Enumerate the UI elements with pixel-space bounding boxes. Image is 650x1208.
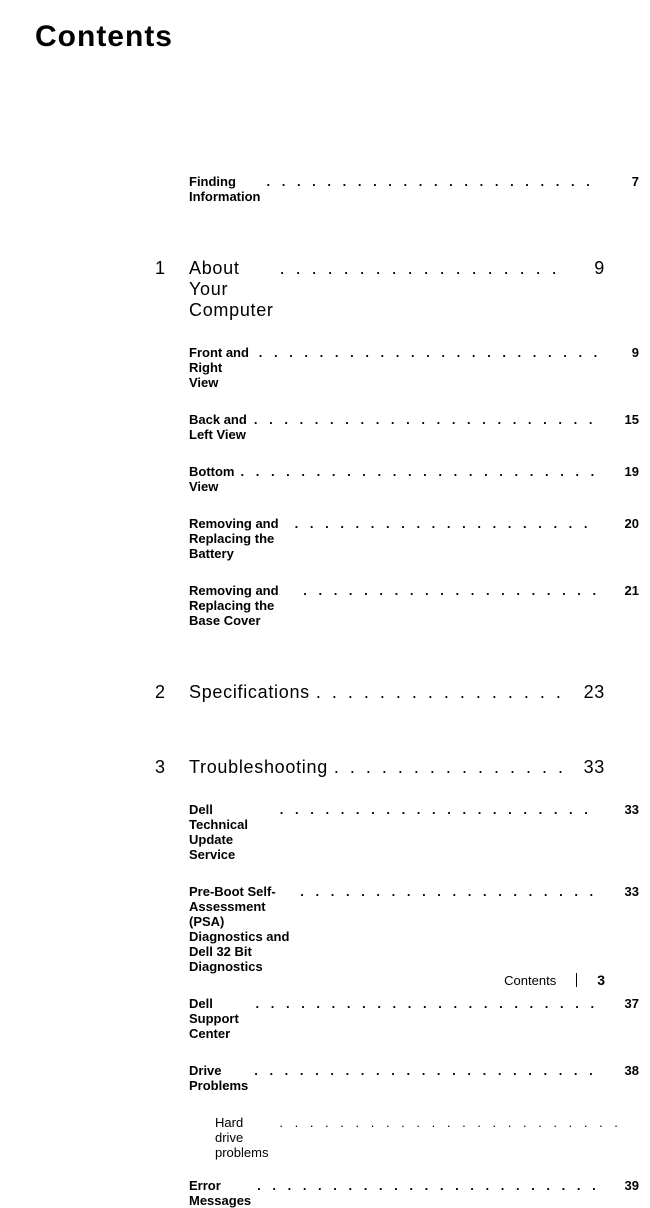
toc-label: Dell Technical Update Service xyxy=(189,802,280,862)
dot-leader xyxy=(257,1178,599,1193)
chapter-number: 3 xyxy=(155,757,189,778)
toc-sub: Error Messages 39 xyxy=(189,1178,639,1208)
intro-block: Finding Information 7 xyxy=(155,174,605,204)
toc-page: 33 xyxy=(599,884,639,899)
toc-label: Bottom View xyxy=(189,464,241,494)
table-of-contents: Finding Information 7 1 About Your Compu… xyxy=(155,174,605,1208)
dot-leader xyxy=(280,802,599,817)
toc-page: 15 xyxy=(599,412,639,427)
toc-page: 21 xyxy=(599,583,639,598)
toc-page: 33 xyxy=(599,802,639,817)
page-title: Contents xyxy=(35,20,605,54)
toc-sub: Drive Problems 38 xyxy=(189,1063,639,1093)
footer-label: Contents xyxy=(504,973,556,988)
toc-chapter-1: 1 About Your Computer 9 xyxy=(155,258,605,321)
toc-label: Dell Support Center xyxy=(189,996,256,1041)
toc-sub: Removing and Replacing the Battery 20 xyxy=(189,516,639,561)
toc-page: 38 xyxy=(625,1115,650,1130)
toc-label: Finding Information xyxy=(189,174,267,204)
toc-entry-intro: Finding Information 7 xyxy=(189,174,639,204)
dot-leader xyxy=(334,757,565,778)
dot-leader xyxy=(280,258,565,279)
toc-page: 37 xyxy=(599,996,639,1011)
dot-leader xyxy=(259,345,599,360)
dot-leader xyxy=(316,682,565,703)
toc-page: 7 xyxy=(599,174,639,189)
toc-sub: Removing and Replacing the Base Cover 21 xyxy=(189,583,639,628)
dot-leader xyxy=(300,884,599,899)
toc-page: 39 xyxy=(599,1178,639,1193)
toc-label: Error Messages xyxy=(189,1178,257,1208)
toc-sub: Dell Technical Update Service 33 xyxy=(189,802,639,862)
dot-leader xyxy=(295,516,599,531)
toc-label: Hard drive problems xyxy=(215,1115,279,1160)
dot-leader xyxy=(241,464,600,479)
dot-leader xyxy=(303,583,599,598)
toc-label: Removing and Replacing the Base Cover xyxy=(189,583,303,628)
chapter-label: About Your Computer xyxy=(189,258,280,321)
toc-chapter-3: 3 Troubleshooting 33 xyxy=(155,757,605,778)
dot-leader xyxy=(256,996,599,1011)
chapter-number: 1 xyxy=(155,258,189,279)
toc-sub: Pre-Boot Self-Assessment (PSA) Diagnosti… xyxy=(189,884,639,974)
page-footer: Contents 3 xyxy=(504,972,605,988)
toc-chapter-2: 2 Specifications 23 xyxy=(155,682,605,703)
chapter-page: 33 xyxy=(565,757,605,778)
toc-label: Pre-Boot Self-Assessment (PSA) Diagnosti… xyxy=(189,884,300,974)
toc-sub: Bottom View 19 xyxy=(189,464,639,494)
chapter-label: Troubleshooting xyxy=(189,757,334,778)
toc-label: Back and Left View xyxy=(189,412,254,442)
toc-sub: Dell Support Center 37 xyxy=(189,996,639,1041)
toc-page: 38 xyxy=(599,1063,639,1078)
chapter-number: 2 xyxy=(155,682,189,703)
page: Contents Finding Information 7 1 About Y… xyxy=(0,0,650,1018)
toc-label: Removing and Replacing the Battery xyxy=(189,516,295,561)
dot-leader xyxy=(254,412,599,427)
toc-sub: Front and Right View 9 xyxy=(189,345,639,390)
dot-leader xyxy=(254,1063,599,1078)
toc-subsub: Hard drive problems 38 xyxy=(215,1115,650,1160)
dot-leader xyxy=(279,1115,625,1130)
toc-label: Front and Right View xyxy=(189,345,259,390)
toc-page: 19 xyxy=(599,464,639,479)
toc-sub: Back and Left View 15 xyxy=(189,412,639,442)
chapter-page: 9 xyxy=(565,258,605,279)
footer-page-number: 3 xyxy=(597,972,605,988)
toc-page: 9 xyxy=(599,345,639,360)
chapter-page: 23 xyxy=(565,682,605,703)
toc-page: 20 xyxy=(599,516,639,531)
footer-separator xyxy=(576,973,577,987)
dot-leader xyxy=(267,174,600,189)
chapter-label: Specifications xyxy=(189,682,316,703)
toc-label: Drive Problems xyxy=(189,1063,254,1093)
